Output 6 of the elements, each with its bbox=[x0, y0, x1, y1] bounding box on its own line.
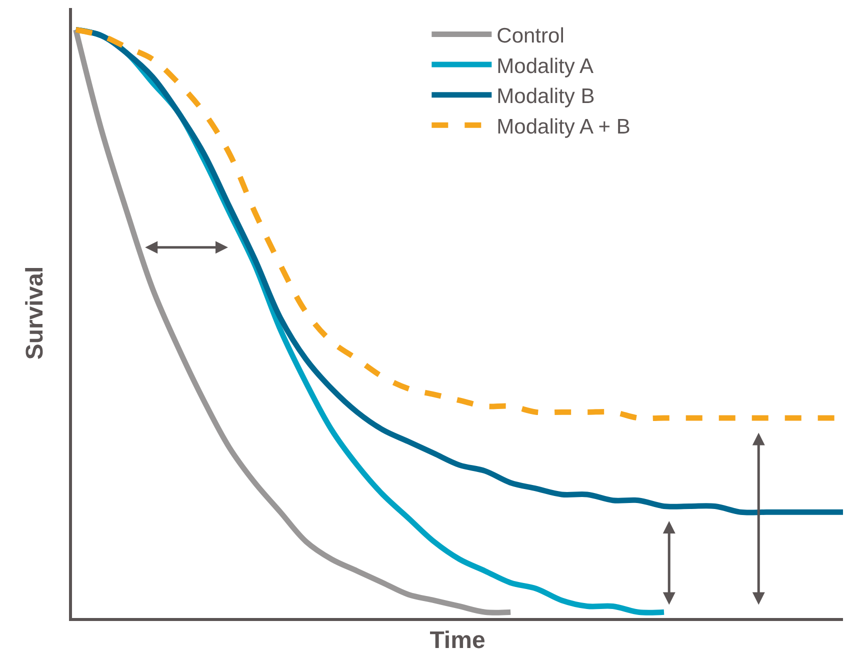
legend-label: Control bbox=[496, 24, 564, 48]
legend-label: Modality A + B bbox=[496, 115, 630, 138]
y-axis-title: Survival bbox=[21, 266, 48, 360]
legend-label: Modality B bbox=[496, 85, 595, 108]
legend-label: Modality A bbox=[496, 54, 594, 78]
x-axis-title: Time bbox=[430, 627, 486, 654]
